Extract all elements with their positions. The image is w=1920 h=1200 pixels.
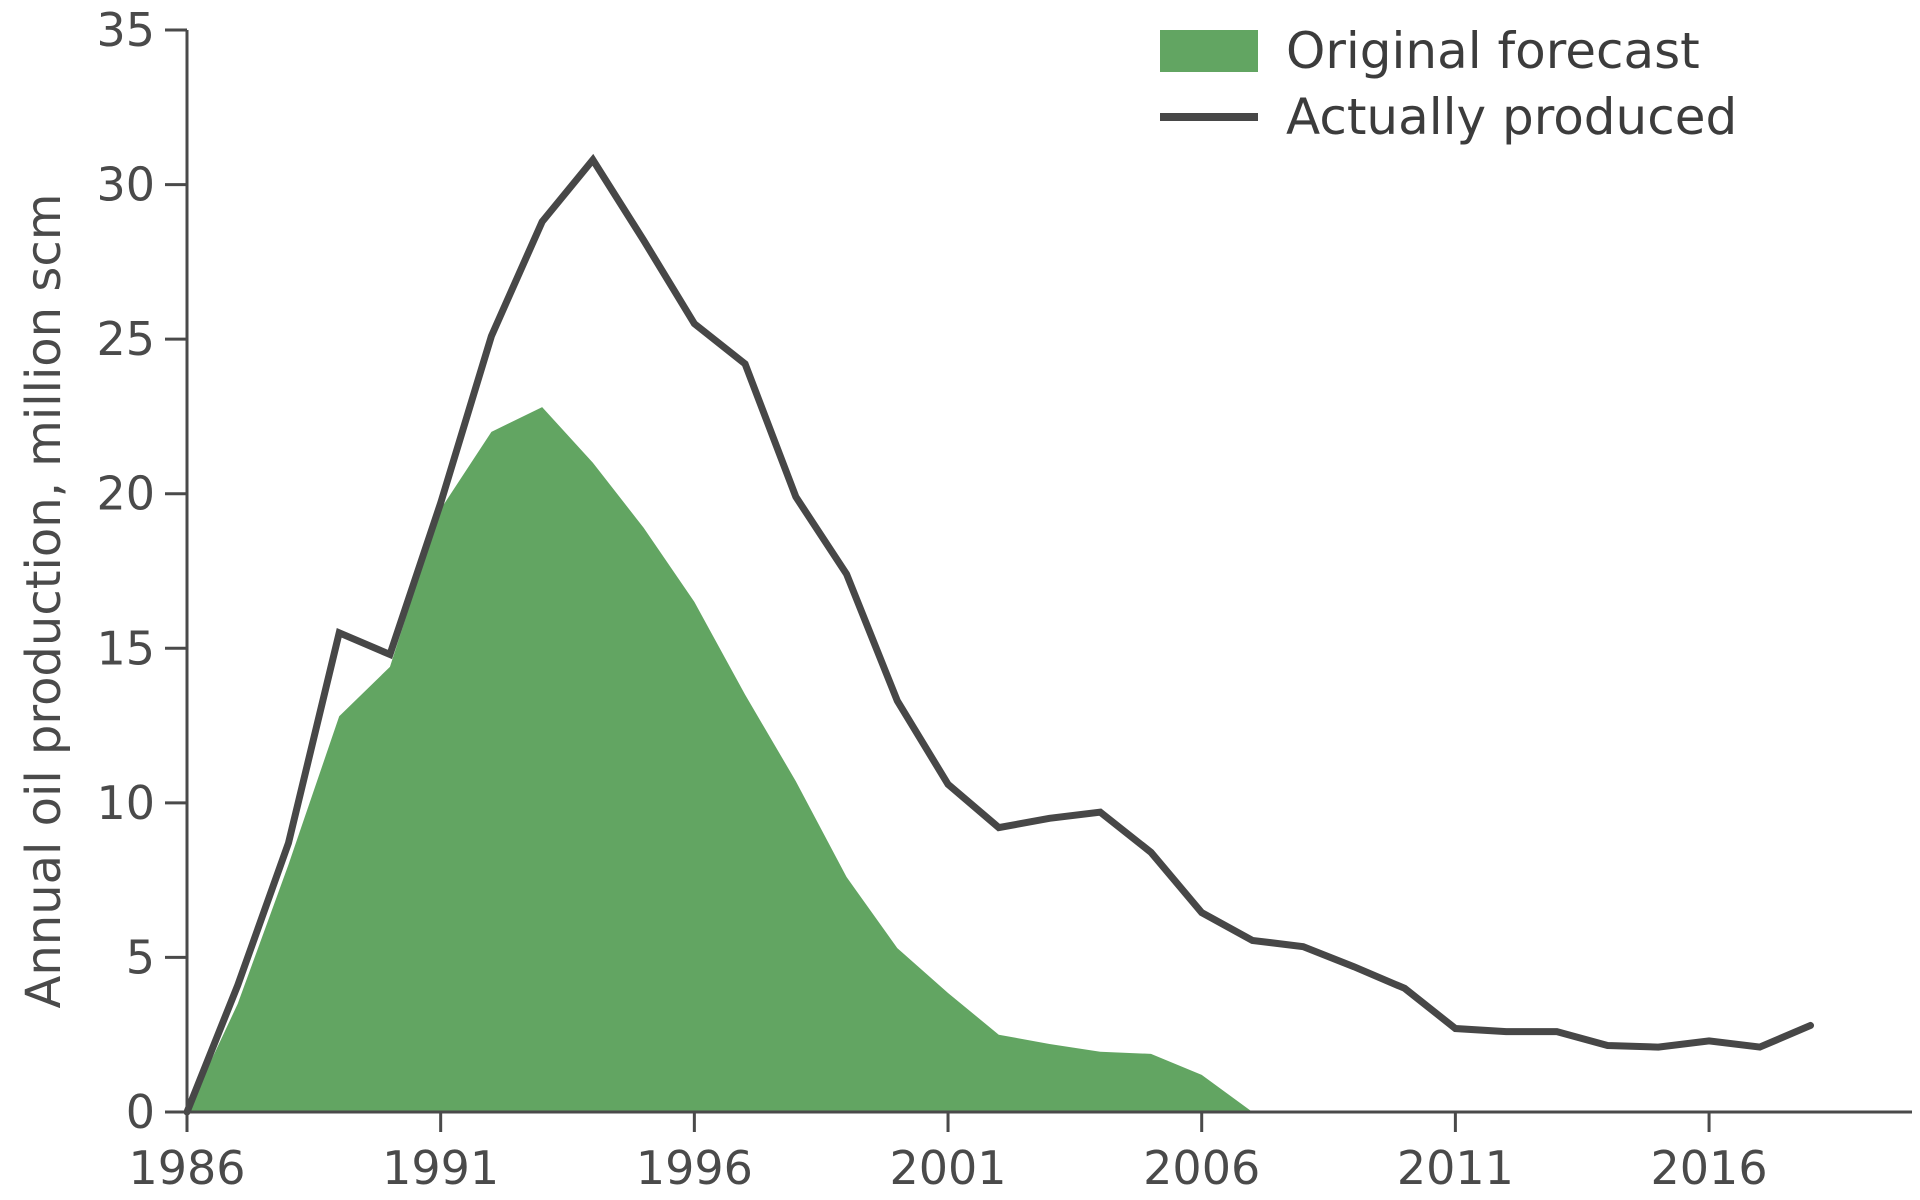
forecast-area — [187, 407, 1253, 1112]
y-tick-label: 20 — [96, 467, 155, 521]
legend-label-forecast: Original forecast — [1286, 22, 1700, 80]
legend-label-actual: Actually produced — [1286, 88, 1737, 146]
x-tick-label: 1991 — [382, 1141, 499, 1195]
actual-production-line — [183, 153, 1815, 1116]
actual-line-layer — [183, 153, 1815, 1116]
x-tick-label: 1986 — [128, 1141, 245, 1195]
x-ticks: 1986 1991 1996 2001 2006 2011 2016 — [128, 1112, 1768, 1195]
y-tick-label: 0 — [126, 1085, 155, 1139]
legend-swatch-forecast — [1160, 30, 1258, 72]
y-axis-title: Annual oil production, million scm — [16, 194, 72, 1009]
forecast-area-layer — [187, 407, 1253, 1112]
x-tick-label: 1996 — [636, 1141, 753, 1195]
x-tick-label: 2016 — [1651, 1141, 1768, 1195]
axes — [185, 30, 1912, 1114]
y-tick-label: 5 — [126, 930, 155, 984]
y-tick-label: 10 — [96, 776, 155, 830]
x-tick-label: 2006 — [1143, 1141, 1260, 1195]
x-tick-label: 2011 — [1397, 1141, 1514, 1195]
y-ticks: 0 5 10 15 20 25 30 35 — [96, 3, 187, 1139]
y-tick-label: 30 — [96, 158, 155, 212]
y-tick-label: 15 — [96, 621, 155, 675]
legend: Original forecast Actually produced — [1160, 22, 1737, 146]
y-tick-label: 25 — [96, 312, 155, 366]
y-tick-label: 35 — [96, 3, 155, 57]
x-tick-label: 2001 — [889, 1141, 1006, 1195]
